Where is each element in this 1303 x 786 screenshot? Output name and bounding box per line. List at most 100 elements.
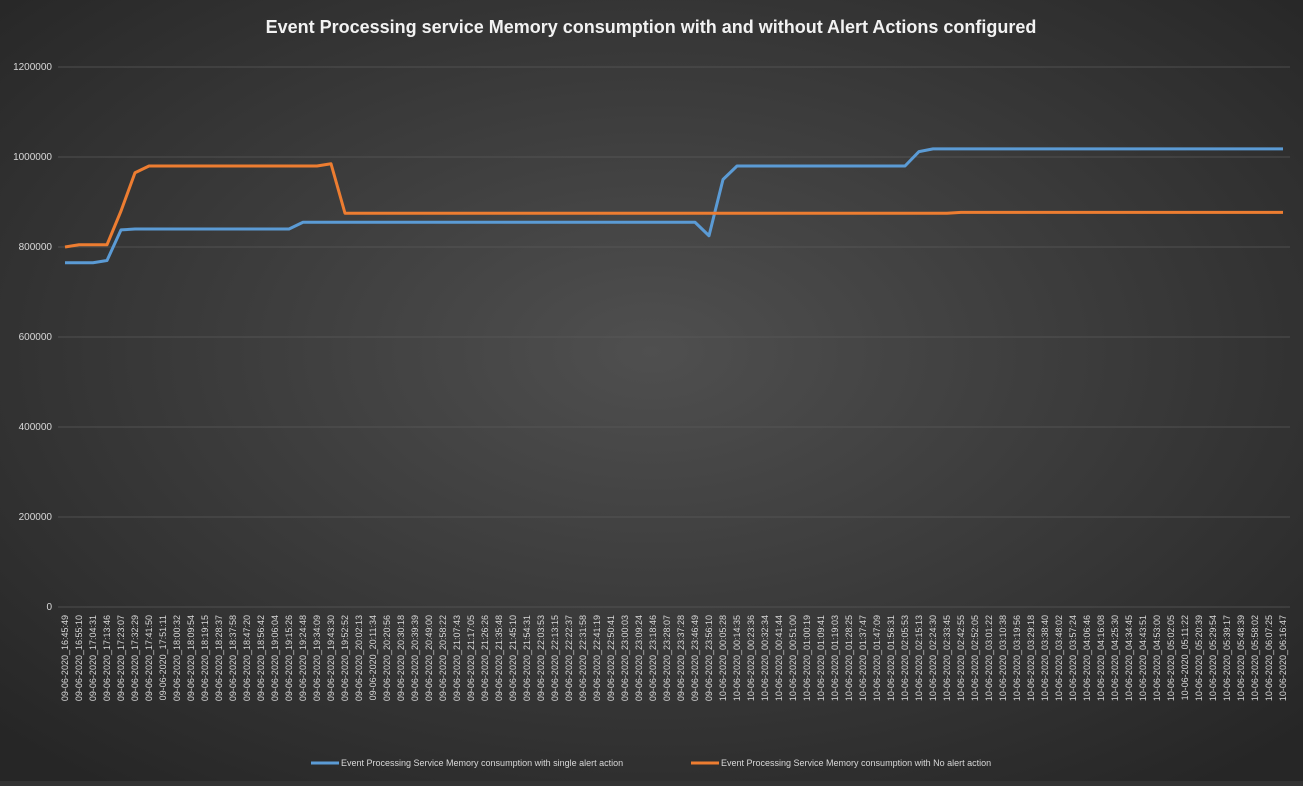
x-tick-label: 10-06-2020_06:07:25 (1264, 615, 1274, 701)
x-tick-label: 10-06-2020_01:09:41 (816, 615, 826, 701)
x-tick-label: 09-06-2020_23:46:49 (690, 615, 700, 701)
y-tick-label: 200000 (19, 512, 53, 523)
y-tick-label: 800000 (19, 242, 53, 253)
x-tick-label: 10-06-2020_04:06:46 (1082, 615, 1092, 701)
x-tick-label: 09-06-2020_23:09:24 (634, 615, 644, 701)
y-tick-label: 1000000 (13, 152, 52, 163)
x-tick-label: 09-06-2020_20:02:13 (354, 615, 364, 701)
x-tick-label: 10-06-2020_02:24:30 (928, 615, 938, 701)
x-tick-label: 10-06-2020_04:34:45 (1124, 615, 1134, 701)
x-tick-label: 10-06-2020_05:58:02 (1250, 615, 1260, 701)
x-tick-label: 09-06-2020_21:35:48 (494, 615, 504, 701)
x-tick-label: 09-06-2020_21:54:31 (522, 615, 532, 701)
y-tick-label: 0 (46, 602, 52, 613)
x-tick-label: 09-06-2020_22:50:41 (606, 615, 616, 701)
x-tick-label: 10-06-2020_00:32:34 (760, 615, 770, 701)
x-tick-label: 09-06-2020_18:09:54 (186, 615, 196, 701)
x-tick-label: 09-06-2020_18:37:58 (228, 615, 238, 701)
x-tick-label: 09-06-2020_17:04:31 (88, 615, 98, 701)
x-tick-label: 09-06-2020_23:28:07 (662, 615, 672, 701)
x-tick-label: 09-06-2020_19:43:30 (326, 615, 336, 701)
x-tick-label: 09-06-2020_20:20:56 (382, 615, 392, 701)
x-tick-label: 09-06-2020_23:00:03 (620, 615, 630, 701)
x-tick-label: 09-06-2020_21:17:05 (466, 615, 476, 701)
x-tick-label: 09-06-2020_22:41:19 (592, 615, 602, 701)
x-tick-label: 10-06-2020_02:52:05 (970, 615, 980, 701)
series-line (64, 162, 1283, 249)
x-tick-label: 09-06-2020_18:19:15 (200, 615, 210, 701)
legend-label: Event Processing Service Memory consumpt… (341, 758, 623, 768)
x-tick-label: 10-06-2020_05:02:05 (1166, 615, 1176, 701)
x-tick-label: 10-06-2020_01:56:31 (886, 615, 896, 701)
x-tick-label: 09-06-2020_23:18:46 (648, 615, 658, 701)
x-tick-label: 10-06-2020_03:38:40 (1040, 615, 1050, 701)
x-tick-label: 09-06-2020_20:39:39 (410, 615, 420, 701)
x-tick-label: 09-06-2020_22:13:15 (550, 615, 560, 701)
x-tick-label: 10-06-2020_03:19:56 (1012, 615, 1022, 701)
x-tick-label: 09-06-2020_19:34:09 (312, 615, 322, 701)
x-tick-label: 09-06-2020_20:49:00 (424, 615, 434, 701)
x-tick-label: 10-06-2020_03:57:24 (1068, 615, 1078, 701)
x-tick-label: 10-06-2020_04:43:51 (1138, 615, 1148, 701)
x-tick-label: 10-06-2020_01:47:09 (872, 615, 882, 701)
x-tick-label: 09-06-2020_19:06:04 (270, 615, 280, 701)
x-tick-label: 10-06-2020_01:28:25 (844, 615, 854, 701)
x-tick-label: 09-06-2020_16:55:10 (74, 615, 84, 701)
x-tick-label: 10-06-2020_04:16:08 (1096, 615, 1106, 701)
x-tick-label: 09-06-2020_23:56:10 (704, 615, 714, 701)
x-tick-label: 10-06-2020_00:14:35 (732, 615, 742, 701)
x-tick-label: 10-06-2020_06:16:47 (1278, 615, 1288, 701)
x-tick-label: 10-06-2020_05:20:39 (1194, 615, 1204, 701)
y-tick-label: 1200000 (13, 62, 52, 73)
x-tick-label: 10-06-2020_02:42:55 (956, 615, 966, 701)
x-tick-label: 10-06-2020_00:51:00 (788, 615, 798, 701)
x-tick-label: 09-06-2020_22:22:37 (564, 615, 574, 701)
x-tick-label: 09-06-2020_18:28:37 (214, 615, 224, 701)
x-tick-label: 09-06-2020_18:00:32 (172, 615, 182, 701)
x-tick-label: 09-06-2020_17:32:29 (130, 615, 140, 701)
x-tick-label: 09-06-2020_20:30:18 (396, 615, 406, 701)
x-tick-label: 10-06-2020_05:39:17 (1222, 615, 1232, 701)
x-tick-label: 10-06-2020_04:25:30 (1110, 615, 1120, 701)
x-tick-label: 09-06-2020_20:11:34 (368, 615, 378, 700)
x-tick-label: 09-06-2020_20:58:22 (438, 615, 448, 701)
x-tick-label: 09-06-2020_18:47:20 (242, 615, 252, 701)
series-line (65, 147, 1283, 265)
x-tick-label: 09-06-2020_21:45:10 (508, 615, 518, 701)
y-tick-label: 400000 (19, 422, 53, 433)
x-tick-label: 10-06-2020_03:48:02 (1054, 615, 1064, 701)
x-tick-label: 09-06-2020_18:56:42 (256, 615, 266, 701)
x-tick-label: 10-06-2020_00:41:44 (774, 615, 784, 701)
legend-label: Event Processing Service Memory consumpt… (721, 758, 991, 768)
x-tick-label: 10-06-2020_05:29:54 (1208, 615, 1218, 701)
x-tick-label: 09-06-2020_21:07:43 (452, 615, 462, 701)
x-tick-label: 10-06-2020_03:01:22 (984, 615, 994, 701)
x-tick-label: 10-06-2020_02:15:13 (914, 615, 924, 701)
x-tick-label: 10-06-2020_01:00:19 (802, 615, 812, 701)
x-tick-label: 09-06-2020_17:23:07 (116, 615, 126, 701)
x-tick-label: 10-06-2020_03:10:38 (998, 615, 1008, 701)
x-tick-label: 10-06-2020_03:29:18 (1026, 615, 1036, 701)
x-tick-label: 09-06-2020_22:31:58 (578, 615, 588, 701)
x-tick-label: 10-06-2020_01:19:03 (830, 615, 840, 701)
x-tick-label: 09-06-2020_19:24:48 (298, 615, 308, 701)
x-tick-label: 09-06-2020_23:37:28 (676, 615, 686, 701)
x-tick-label: 10-06-2020_00:05:28 (718, 615, 728, 701)
x-tick-label: 10-06-2020_01:37:47 (858, 615, 868, 701)
x-tick-label: 10-06-2020_02:33:45 (942, 615, 952, 701)
x-tick-label: 10-06-2020_05:48:39 (1236, 615, 1246, 701)
x-tick-label: 09-06-2020_17:41:50 (144, 615, 154, 701)
y-tick-label: 600000 (19, 332, 53, 343)
x-tick-label: 10-06-2020_02:05:53 (900, 615, 910, 701)
x-tick-label: 09-06-2020_17:51:11 (158, 615, 168, 700)
x-tick-label: 09-06-2020_19:52:52 (340, 615, 350, 701)
x-tick-label: 09-06-2020_22:03:53 (536, 615, 546, 701)
x-tick-label: 10-06-2020_05:11:22 (1180, 615, 1190, 700)
x-tick-label: 09-06-2020_19:15:26 (284, 615, 294, 701)
chart-title: Event Processing service Memory consumpt… (266, 17, 1037, 37)
x-tick-label: 09-06-2020_21:26:26 (480, 615, 490, 701)
x-tick-label: 09-06-2020_17:13:46 (102, 615, 112, 701)
